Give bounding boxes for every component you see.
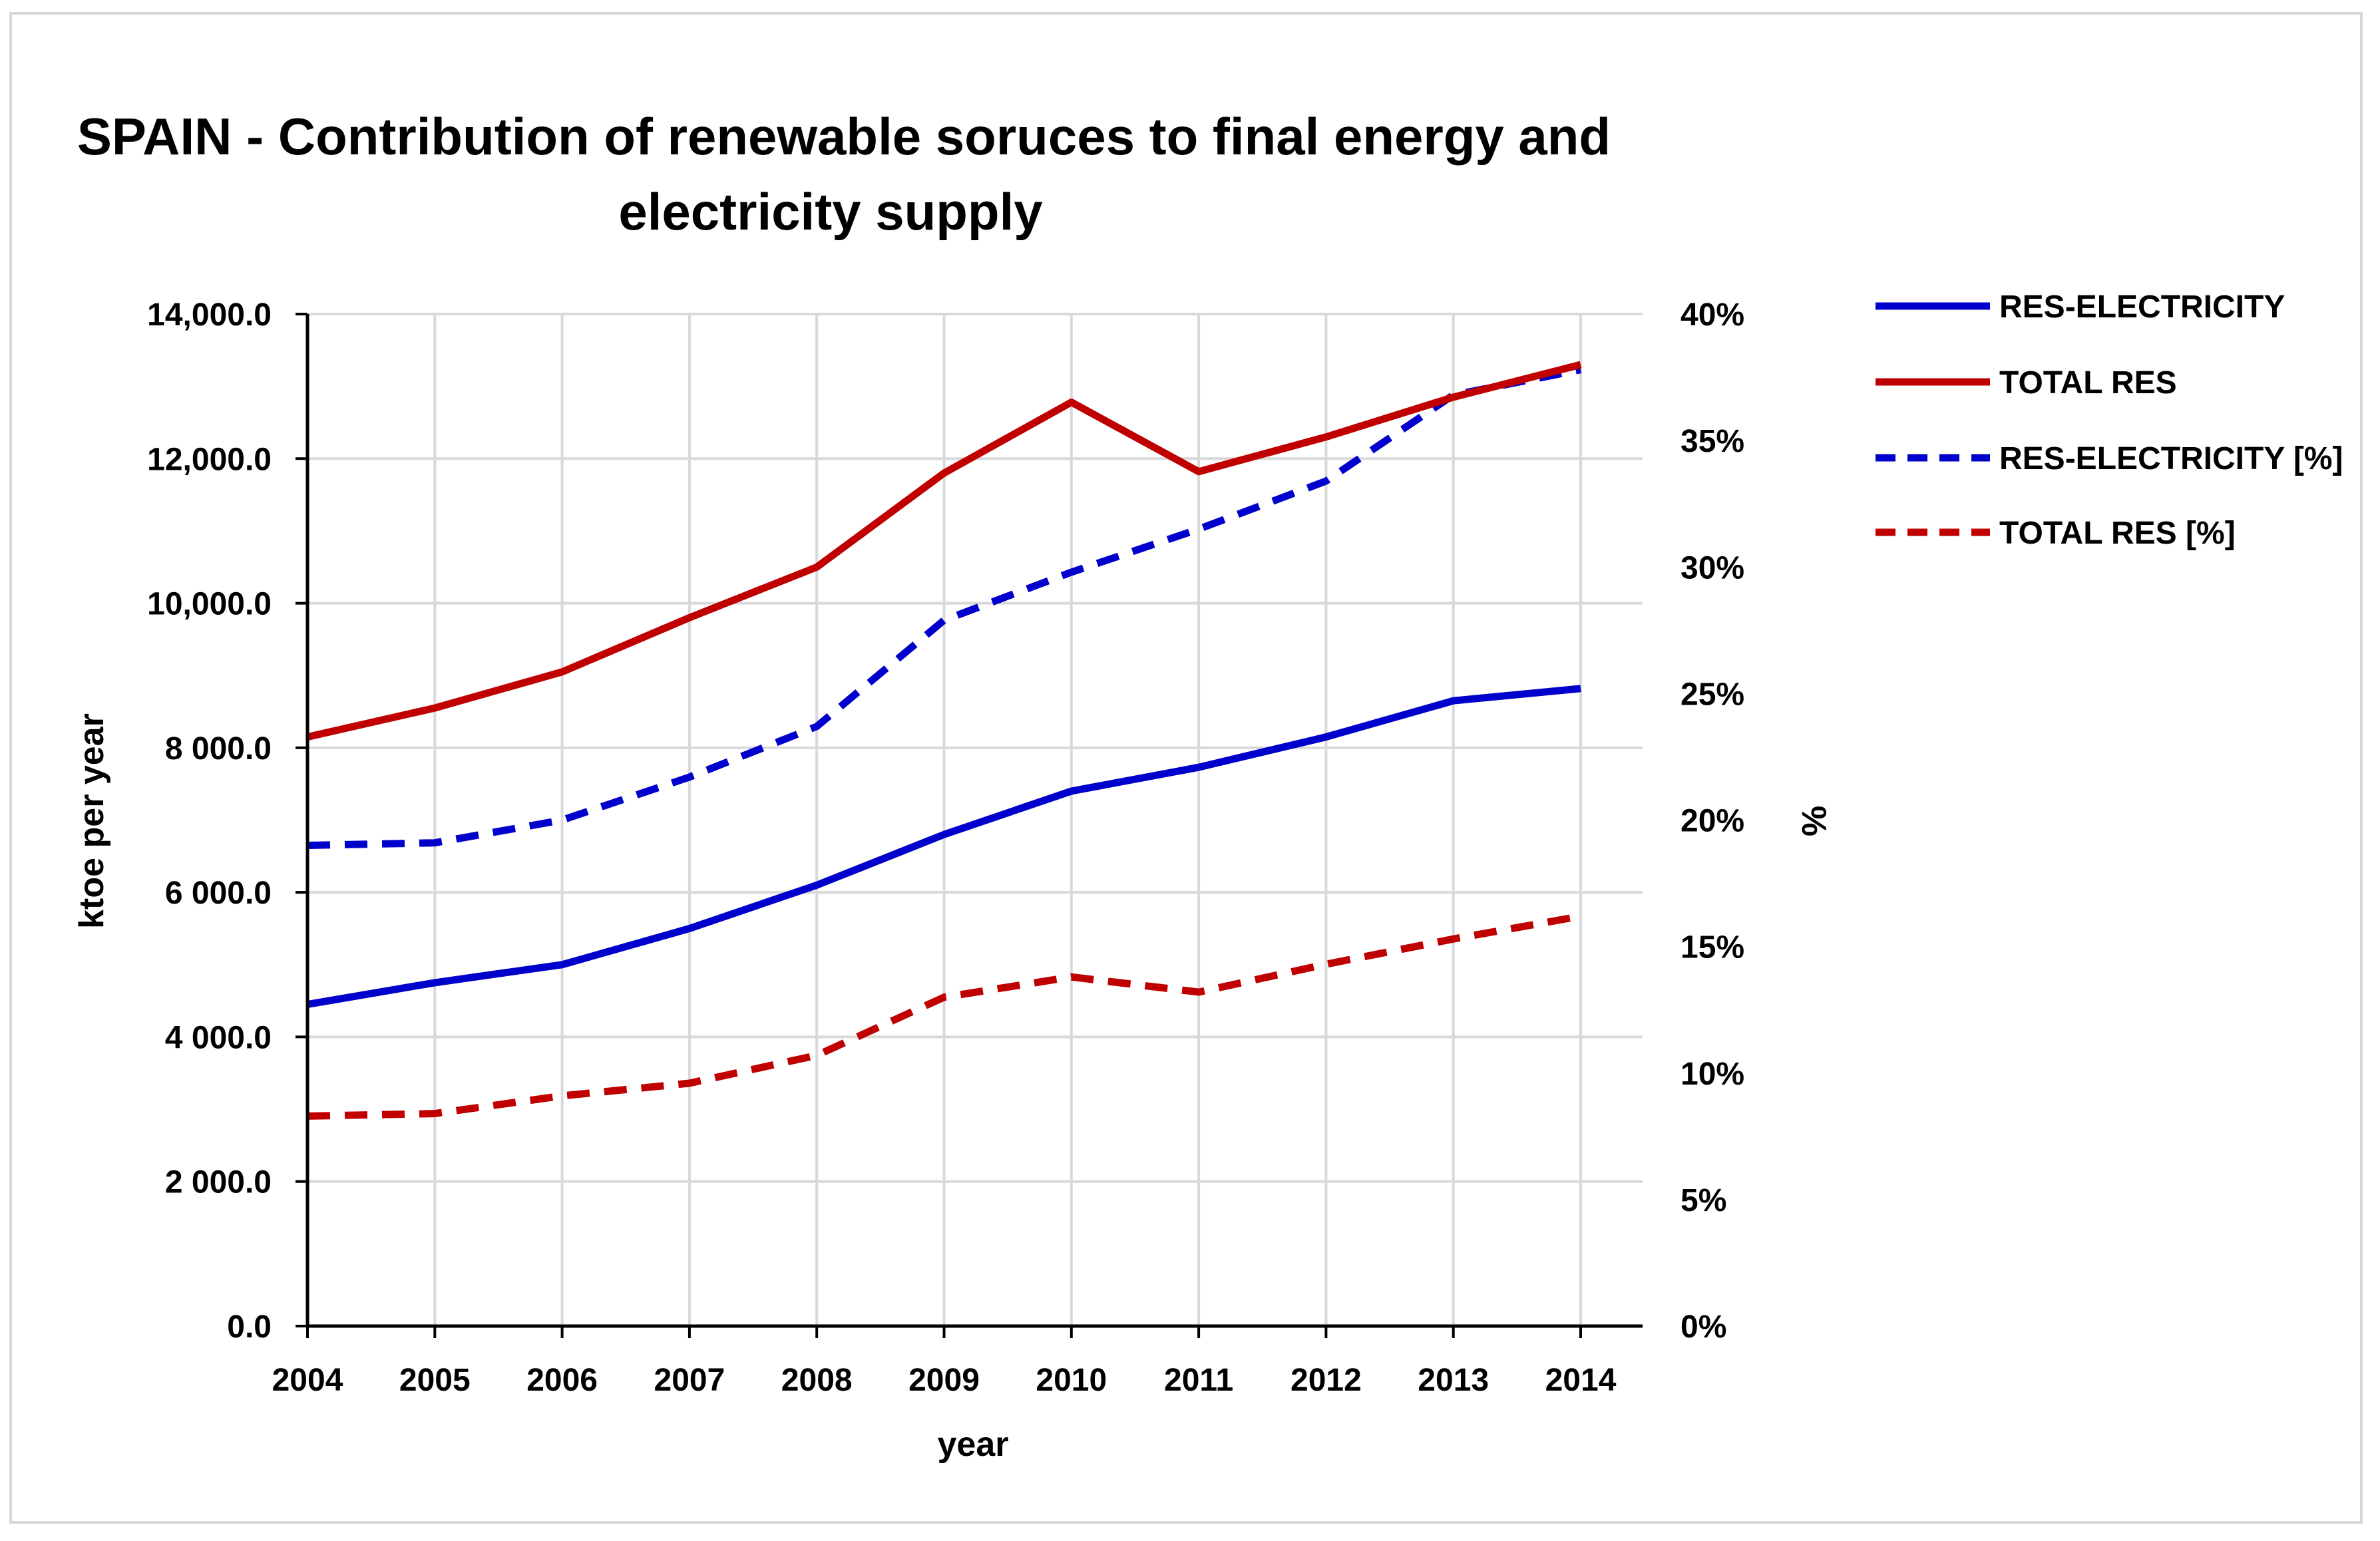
- chart-title-line-1: SPAIN - Contribution of renewable soruce…: [77, 107, 1611, 166]
- y2-tick-label: 15%: [1681, 930, 1744, 965]
- x-tick-label: 2009: [908, 1363, 980, 1398]
- legend-label: RES-ELECTRICITY: [1999, 289, 2285, 325]
- y2-tick-label: 30%: [1681, 550, 1744, 586]
- y-tick-label: 12,000.0: [147, 442, 272, 477]
- y-tick-label: 2 000.0: [165, 1165, 272, 1200]
- legend-label: TOTAL RES: [1999, 365, 2177, 401]
- y2-tick-label: 40%: [1681, 297, 1744, 333]
- series-lines: [306, 361, 1582, 1120]
- y-tick-label: 10,000.0: [147, 587, 272, 622]
- y2-tick-label: 5%: [1681, 1183, 1726, 1218]
- y2-tick-label: 20%: [1681, 804, 1744, 839]
- y-tick-label: 4 000.0: [165, 1020, 272, 1055]
- y-axis-title: ktoe per year: [73, 713, 111, 929]
- series-line-res-electricity: [307, 685, 1581, 1008]
- y-tick-label: 0.0: [227, 1309, 272, 1345]
- x-tick-label: 2010: [1036, 1363, 1107, 1398]
- series-line-total-res: [306, 361, 1582, 741]
- x-tick-label: 2012: [1290, 1363, 1362, 1398]
- y2-axis-title: %: [1794, 806, 1833, 836]
- y-axis-ticks: 0.0 2 000.0 4 000.0 6 000.0 8 000.0 10,000.0 1…: [147, 297, 307, 1345]
- legend-label: TOTAL RES [%]: [1999, 516, 2236, 551]
- x-axis-title: year: [938, 1425, 1009, 1464]
- x-tick-label: 2007: [654, 1363, 725, 1398]
- legend: RES-ELECTRICITY TOTAL RES RES-ELECTRICITY …: [1876, 289, 2343, 551]
- y2-tick-label: 25%: [1681, 677, 1744, 712]
- legend-label: RES-ELECTRICITY [%]: [1999, 441, 2343, 476]
- series-line-total-res: [307, 912, 1581, 1120]
- gridlines: [307, 313, 1643, 1326]
- y2-axis-ticks: 0% 5% 10% 15% 20% 25% 30% 35% 40%: [1681, 297, 1744, 1345]
- x-tick-label: 2008: [781, 1363, 853, 1398]
- y-tick-label: 8 000.0: [165, 731, 272, 767]
- y-tick-label: 6 000.0: [165, 876, 272, 911]
- y2-tick-label: 10%: [1681, 1057, 1744, 1092]
- x-tick-label: 2014: [1545, 1363, 1617, 1398]
- x-tick-label: 2013: [1418, 1363, 1489, 1398]
- y-tick-label: 14,000.0: [147, 297, 272, 333]
- x-axis-ticks: 2004 2005 2006 2007 2008 2009 2010 2011 2012 2013…: [272, 1326, 1617, 1398]
- x-tick-label: 2011: [1164, 1363, 1233, 1398]
- y2-tick-label: 35%: [1681, 424, 1744, 459]
- x-tick-label: 2005: [399, 1363, 471, 1398]
- y2-tick-label: 0%: [1681, 1309, 1726, 1345]
- x-tick-label: 2004: [272, 1363, 343, 1398]
- x-tick-label: 2006: [526, 1363, 598, 1398]
- chart-title-line-2: electricity supply: [618, 182, 1042, 241]
